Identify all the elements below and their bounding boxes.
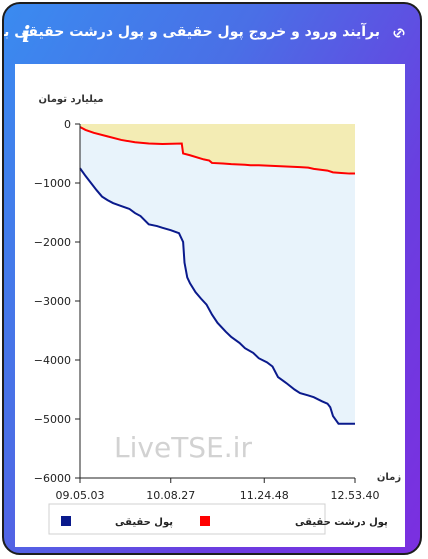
- y-tick-label: −5000: [34, 413, 71, 426]
- y-tick-label: −6000: [34, 472, 71, 485]
- series-line-big-real-money: [79, 126, 355, 175]
- watermark: LiveTSE.ir: [114, 431, 252, 464]
- chart-svg: 0 −1000 −2000 −3000 −4000 −5000 −6000 09.05.03 1…: [34, 94, 401, 535]
- y-tick-label: −4000: [34, 354, 71, 367]
- x-axis-label: زمان: [377, 472, 401, 483]
- legend: پول حقیقی پول درشت حقیقی: [48, 503, 388, 535]
- area-fill-real-money: [80, 126, 355, 424]
- x-tick-label: 10.08.27: [146, 489, 195, 502]
- y-tick-label: −1000: [34, 177, 71, 190]
- x-tick-label: 11.24.48: [240, 489, 289, 502]
- x-tick-label: 12.53.40: [331, 489, 380, 502]
- legend-swatch-real-money: [61, 516, 71, 526]
- info-icon[interactable]: i: [22, 22, 31, 48]
- y-tick-label: −2000: [34, 236, 71, 249]
- link-icon[interactable]: [392, 26, 406, 40]
- legend-label-big-real-money: پول درشت حقیقی: [295, 517, 388, 528]
- header: برآیند ورود و خروج پول حقیقی و پول درشت …: [4, 4, 420, 64]
- chart-card: برآیند ورود و خروج پول حقیقی و پول درشت …: [2, 2, 422, 555]
- chart-panel: 0 −1000 −2000 −3000 −4000 −5000 −6000 09.05.03 1…: [15, 64, 405, 547]
- y-tick-label: 0: [64, 118, 71, 131]
- series-line-real-money: [79, 167, 355, 425]
- y-tick-label: −3000: [34, 295, 71, 308]
- area-fill-big-real-money: [80, 124, 355, 174]
- y-axis-label: میلیارد تومان: [38, 94, 103, 105]
- chart-title: برآیند ورود و خروج پول حقیقی و پول درشت …: [4, 24, 380, 40]
- x-tick-label: 09.05.03: [56, 489, 105, 502]
- legend-label-real-money: پول حقیقی: [115, 517, 173, 528]
- legend-swatch-big-real-money: [200, 516, 210, 526]
